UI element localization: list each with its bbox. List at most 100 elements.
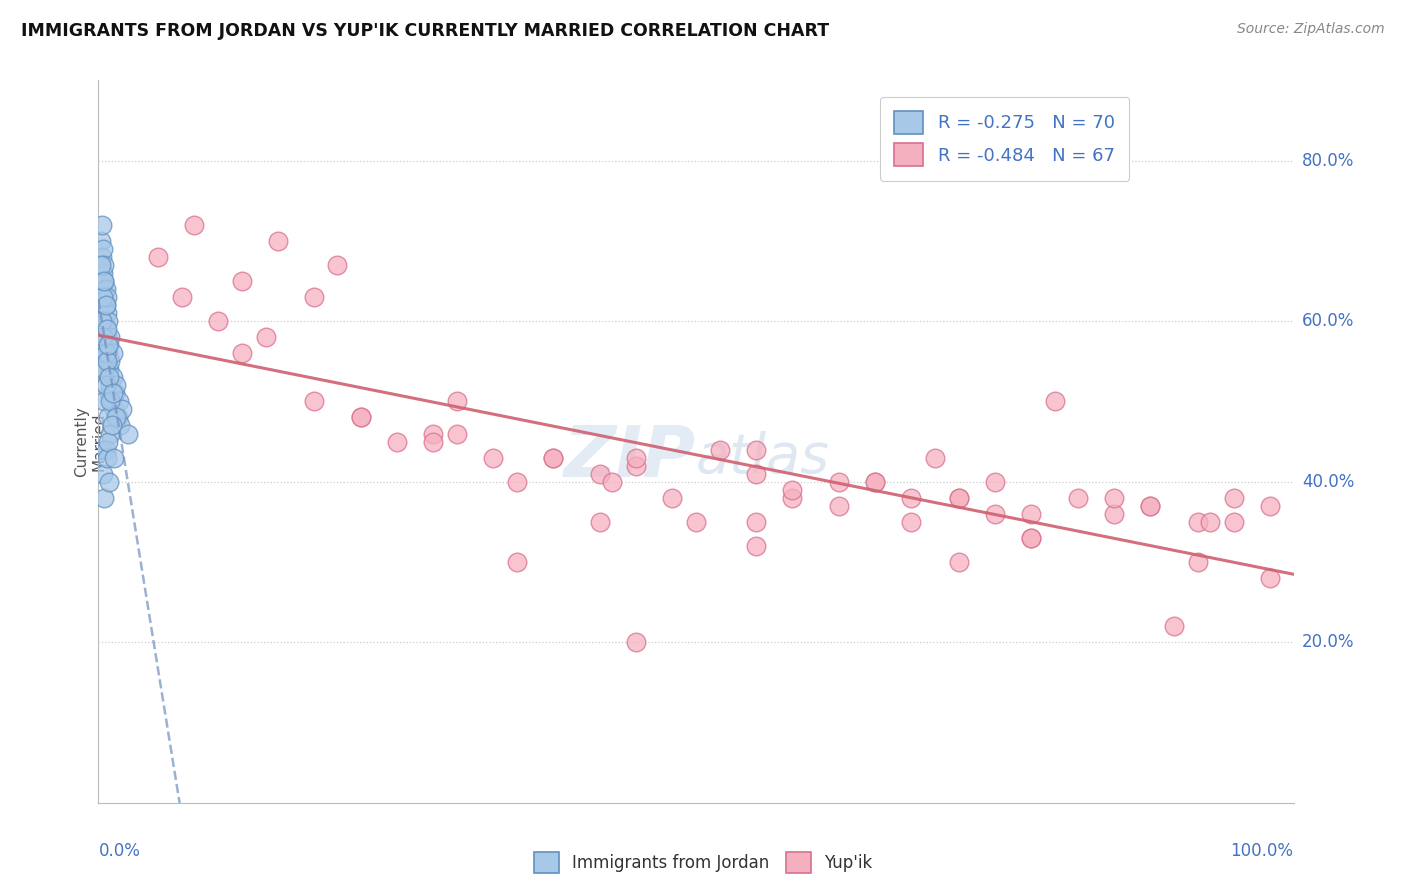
Point (183, 218, 205, 232)
Point (350, 410, 373, 425)
Point (948, 491, 970, 505)
Legend: R = -0.275   N = 70, R = -0.484   N = 67: R = -0.275 N = 70, R = -0.484 N = 67 (880, 96, 1129, 181)
Point (105, 378, 128, 392)
Point (1139, 499, 1161, 513)
Text: IMMIGRANTS FROM JORDAN VS YUP'IK CURRENTLY MARRIED CORRELATION CHART: IMMIGRANTS FROM JORDAN VS YUP'IK CURRENT… (21, 22, 830, 40)
Point (1067, 491, 1090, 505)
Text: 0.0%: 0.0% (98, 842, 141, 860)
Point (117, 426, 139, 441)
Point (1199, 515, 1222, 529)
Point (626, 458, 648, 473)
Point (93, 274, 115, 288)
Point (91, 346, 114, 360)
Point (385, 434, 409, 449)
Point (1163, 619, 1185, 633)
Point (111, 402, 134, 417)
Point (948, 555, 970, 569)
Point (745, 515, 768, 529)
Point (506, 555, 529, 569)
Point (98, 394, 122, 409)
Point (1258, 499, 1281, 513)
Point (93, 394, 115, 409)
Point (326, 258, 349, 272)
Point (865, 475, 887, 489)
Point (91, 314, 114, 328)
Point (94, 442, 117, 457)
Point (107, 394, 129, 409)
Point (1019, 507, 1042, 521)
Point (91, 330, 114, 344)
Point (446, 394, 468, 409)
Point (103, 450, 125, 465)
Point (105, 410, 128, 425)
Text: 100.0%: 100.0% (1230, 842, 1294, 860)
Point (1187, 515, 1209, 529)
Point (267, 234, 290, 248)
Point (93, 362, 115, 376)
Point (91, 218, 114, 232)
Point (96, 322, 118, 336)
Point (1019, 531, 1042, 545)
Text: 80.0%: 80.0% (1302, 152, 1354, 169)
Point (984, 475, 1007, 489)
Point (98, 475, 121, 489)
Y-axis label: Currently
Married: Currently Married (75, 406, 107, 477)
Point (91, 290, 114, 304)
Point (108, 418, 131, 433)
Point (97, 346, 120, 360)
Point (745, 539, 768, 553)
Point (94, 378, 117, 392)
Point (91, 266, 114, 280)
Point (93, 314, 115, 328)
Point (984, 507, 1007, 521)
Point (780, 491, 803, 505)
Point (93, 330, 115, 344)
Point (100, 418, 122, 433)
Point (101, 386, 124, 401)
Point (96, 354, 118, 368)
Point (98, 386, 121, 401)
Point (98, 362, 121, 376)
Point (94, 298, 117, 312)
Point (948, 491, 970, 505)
Point (91, 467, 114, 481)
Point (1104, 491, 1126, 505)
Point (97, 370, 120, 384)
Point (541, 450, 564, 465)
Point (93, 274, 115, 288)
Point (94, 346, 117, 360)
Point (104, 386, 127, 401)
Text: atlas: atlas (696, 431, 830, 484)
Point (685, 515, 707, 529)
Point (98, 370, 121, 384)
Point (302, 290, 325, 304)
Point (97, 314, 120, 328)
Point (98, 330, 122, 344)
Point (231, 274, 253, 288)
Point (91, 242, 114, 256)
Point (98, 426, 122, 441)
Point (91, 282, 114, 296)
Point (254, 330, 277, 344)
Point (865, 475, 887, 489)
Text: 60.0%: 60.0% (1302, 312, 1354, 330)
Point (98, 378, 122, 392)
Point (93, 258, 115, 272)
Point (98, 338, 121, 352)
Point (302, 394, 325, 409)
Point (482, 450, 505, 465)
Point (745, 442, 768, 457)
Point (589, 467, 612, 481)
Point (828, 475, 851, 489)
Point (1043, 394, 1066, 409)
Point (94, 298, 117, 312)
Text: 20.0%: 20.0% (1302, 633, 1354, 651)
Point (661, 491, 683, 505)
Point (91, 250, 114, 264)
Point (93, 491, 115, 505)
Point (94, 338, 117, 352)
Point (709, 442, 731, 457)
Point (745, 467, 768, 481)
Point (91, 306, 114, 320)
Point (541, 450, 564, 465)
